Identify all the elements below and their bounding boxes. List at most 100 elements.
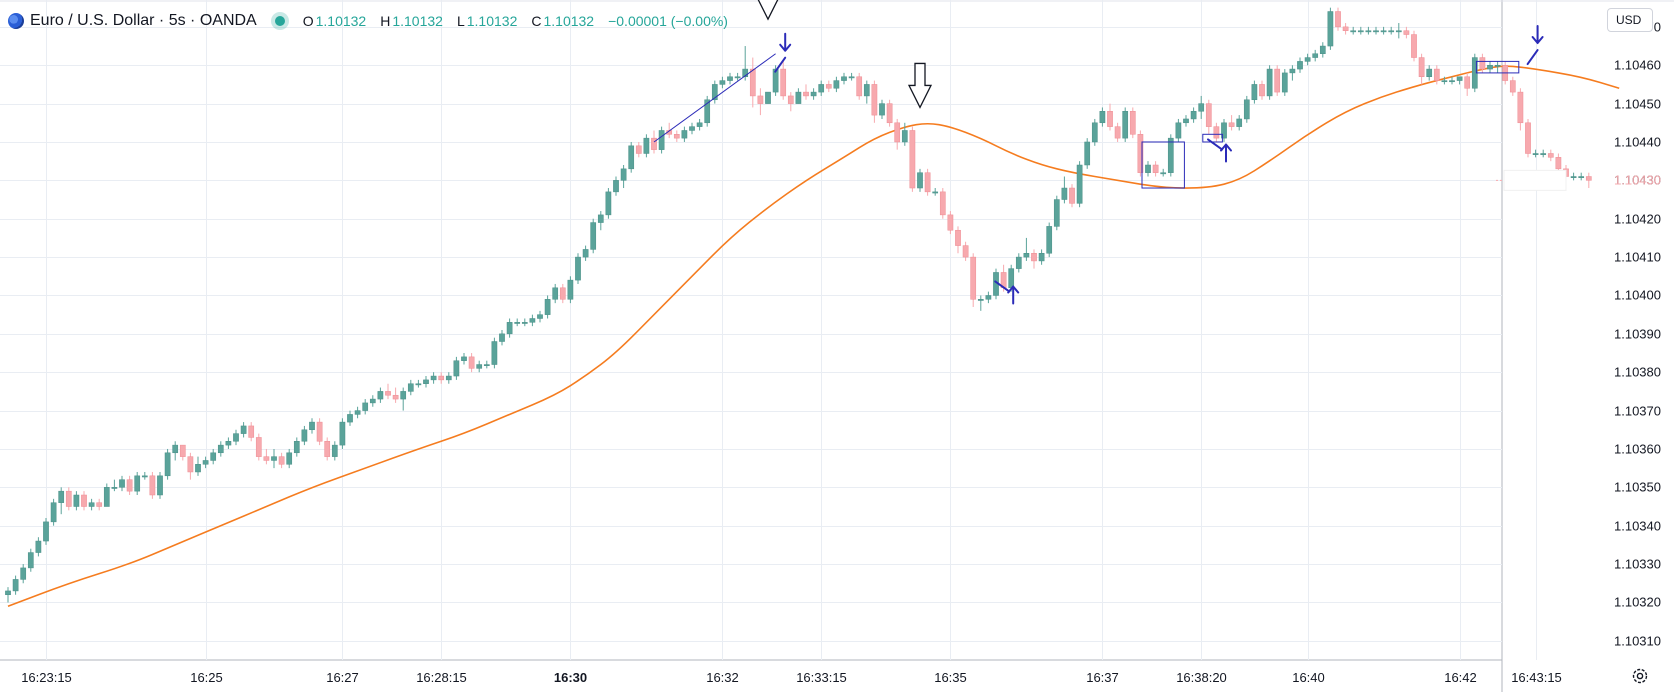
candle: [1350, 26, 1357, 35]
candle: [582, 245, 589, 261]
candle-body: [689, 126, 695, 131]
candle-body: [1031, 253, 1037, 262]
time-axis[interactable]: 16:23:15 16:25 16:27 16:28:15 16:30 16:32 16:3…: [21, 670, 1562, 685]
gear-icon: [1632, 668, 1648, 684]
candle-body: [1418, 57, 1425, 77]
hand-arrowhead: [1531, 25, 1544, 45]
candle-body: [339, 421, 346, 446]
candle: [1456, 76, 1463, 85]
y-tick-label: 1.10390: [1614, 327, 1661, 342]
candle: [1441, 76, 1448, 85]
candle-body: [727, 76, 733, 81]
candle: [1578, 172, 1585, 181]
candle-body: [924, 172, 931, 193]
candle-body: [544, 299, 551, 315]
candle: [727, 72, 733, 85]
candle-body: [643, 137, 650, 154]
candle-body: [1145, 164, 1151, 173]
candle: [537, 310, 543, 323]
candle: [1289, 65, 1296, 81]
candle-body: [88, 502, 95, 507]
candle-body: [286, 452, 293, 465]
candle: [886, 99, 893, 127]
candle-body: [73, 494, 80, 507]
candle: [445, 372, 452, 384]
chart-settings-button[interactable]: [1630, 666, 1650, 686]
candle: [977, 295, 984, 311]
candle-body: [810, 91, 817, 97]
y-tick-label: 1.10350: [1614, 480, 1661, 495]
candle: [909, 126, 916, 192]
candle-body: [871, 84, 878, 116]
x-tick-label: 16:43:15: [1511, 670, 1562, 685]
candle: [514, 318, 521, 327]
candle: [248, 422, 255, 442]
candle-body: [651, 137, 657, 150]
candle: [377, 387, 384, 403]
candle: [111, 479, 118, 492]
candle: [187, 452, 194, 480]
candle-body: [734, 76, 741, 79]
candle: [27, 548, 34, 572]
candle: [1114, 122, 1121, 142]
symbol-title[interactable]: Euro / U.S. Dollar · 5s · OANDA: [30, 12, 257, 29]
candle-body: [293, 441, 300, 454]
candle: [1327, 7, 1334, 50]
candle: [1091, 118, 1098, 146]
candle: [309, 418, 315, 434]
candle: [848, 72, 855, 81]
candle-body: [704, 99, 711, 124]
candle: [1107, 103, 1113, 131]
candle: [1464, 72, 1471, 96]
candle-body: [605, 191, 612, 216]
candle: [1449, 76, 1455, 85]
candle: [1023, 237, 1030, 261]
candle-body: [1312, 53, 1319, 58]
candle-body: [1281, 72, 1288, 93]
candle: [461, 353, 467, 365]
market-status-icon[interactable]: [274, 16, 285, 26]
candle: [149, 471, 156, 499]
y-tick-label: 1.10430: [1614, 173, 1661, 188]
candle-body: [1585, 176, 1592, 181]
candle: [5, 587, 11, 603]
candle: [590, 218, 597, 254]
candle: [879, 99, 885, 119]
candle-body: [1525, 122, 1531, 154]
x-tick-label: 16:23:15: [21, 670, 72, 685]
candle-body: [149, 475, 156, 496]
symbol-legend: Euro / U.S. Dollar · 5s · OANDA O 1.10132…: [8, 10, 728, 32]
hand-stroke: [774, 56, 787, 73]
candle-body: [1456, 76, 1463, 81]
candle: [1183, 115, 1189, 127]
candle-body: [1555, 157, 1562, 170]
candle-body: [210, 452, 217, 461]
candle-body: [1198, 103, 1205, 112]
candle-body: [635, 145, 642, 154]
candle-body: [483, 364, 490, 366]
candle-body: [590, 222, 597, 250]
candle-body: [658, 130, 665, 150]
candle-body: [673, 134, 680, 139]
x-tick-label: 16:25: [190, 670, 223, 685]
candle: [35, 537, 42, 557]
candle-body: [1411, 34, 1417, 58]
candle-body: [757, 95, 764, 104]
candle: [1517, 88, 1524, 131]
x-tick-label: 16:32: [706, 670, 739, 685]
candle-body: [894, 122, 901, 143]
candle: [134, 471, 141, 495]
candle: [271, 448, 277, 469]
candle: [476, 360, 483, 373]
candle-body: [1449, 80, 1455, 83]
candle-body: [263, 456, 270, 461]
candle: [1373, 26, 1379, 35]
candle-body: [1129, 111, 1136, 135]
price-axis[interactable]: 1.104701.104601.104501.104401.104301.104…: [1496, 20, 1661, 649]
x-tick-label: 16:42: [1444, 670, 1477, 685]
currency-button[interactable]: USD: [1607, 8, 1653, 32]
candle-body: [818, 84, 825, 93]
candle: [1494, 61, 1501, 73]
euro-dollar-flag-icon: [8, 13, 24, 29]
